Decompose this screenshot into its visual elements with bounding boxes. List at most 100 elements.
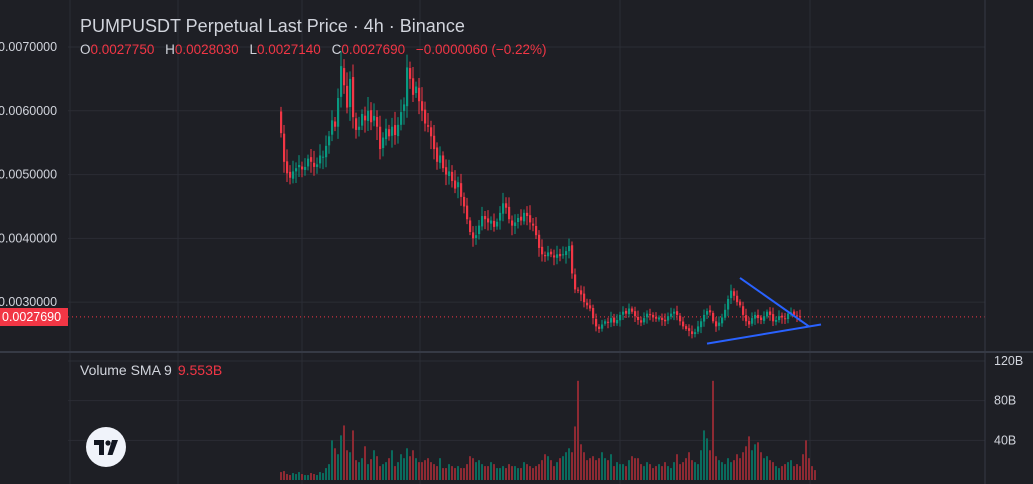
candle-body	[541, 246, 544, 255]
candle-body	[475, 235, 478, 238]
last-price-badge: 0.0027690	[0, 308, 68, 326]
candle-body	[727, 298, 730, 310]
candle-body	[544, 255, 547, 257]
candle-body	[592, 307, 595, 319]
volume-bar	[421, 462, 423, 480]
volume-bar	[613, 466, 615, 480]
volume-bar	[373, 450, 375, 480]
price-axis[interactable]: 0.0070000 0.0060000 0.0050000 0.0040000 0.00…	[0, 40, 57, 309]
candle-body	[775, 320, 778, 322]
volume-bar	[550, 460, 552, 480]
candle-body	[340, 66, 343, 97]
candle-body	[361, 113, 364, 126]
volume-bar	[385, 462, 387, 480]
volume-bar	[478, 460, 480, 480]
volume-bar	[457, 466, 459, 480]
candle-body	[406, 67, 409, 107]
volume-bar	[733, 460, 735, 480]
trendline-lower[interactable]	[706, 323, 822, 345]
triangle-drawing[interactable]	[706, 277, 822, 345]
candle-body	[469, 220, 472, 232]
trendline-upper[interactable]	[739, 277, 810, 328]
volume-bar	[340, 435, 342, 480]
volume-bar	[514, 466, 516, 480]
volume-bar	[367, 464, 369, 480]
candle-body	[682, 321, 685, 327]
volume-bar	[325, 468, 327, 480]
candle-body	[787, 313, 790, 320]
volume-bar	[727, 458, 729, 480]
candle-body	[538, 234, 541, 248]
candle-body	[640, 320, 643, 323]
symbol-title[interactable]: PUMPUSDT Perpetual Last Price · 4h · Bin…	[80, 16, 465, 36]
candle-body	[700, 321, 703, 328]
candle-body	[316, 164, 319, 167]
price-tick-label: 0.0040000	[0, 231, 57, 245]
candle-body	[703, 314, 706, 322]
candle-body	[448, 171, 451, 177]
volume-bar	[535, 466, 537, 480]
volume-bar	[379, 466, 381, 480]
candle-body	[310, 157, 313, 162]
candle-body	[313, 162, 316, 167]
volume-bar	[430, 462, 432, 480]
volume-bar	[742, 452, 744, 480]
volume-bar	[703, 430, 705, 480]
volume-bar	[481, 464, 483, 480]
volume-bar	[637, 458, 639, 480]
volume-bar	[565, 452, 567, 480]
volume-bar	[640, 464, 642, 480]
candle-body	[679, 315, 682, 322]
candle-body	[400, 112, 403, 125]
volume-bar	[541, 460, 543, 480]
volume-bar	[310, 473, 312, 480]
volume-bar	[292, 473, 294, 480]
candle-body	[604, 321, 607, 324]
volume-bar	[301, 474, 303, 480]
volume-bar	[280, 472, 282, 480]
volume-legend[interactable]: Volume SMA 9 9.553B	[80, 362, 222, 378]
volume-bar	[796, 464, 798, 480]
candle-body	[364, 115, 367, 121]
volume-axis[interactable]: 120B 80B 40B	[994, 354, 1023, 447]
candle-body	[337, 98, 340, 127]
candle-body	[325, 145, 328, 158]
candle-body	[433, 135, 436, 150]
volume-bar	[628, 460, 630, 480]
volume-bar	[361, 458, 363, 480]
volume-bar	[748, 436, 750, 480]
candle-body	[445, 167, 448, 175]
candle-body	[781, 315, 784, 318]
volume-bar	[511, 466, 513, 480]
candle-body	[487, 218, 490, 223]
volume-bar	[763, 458, 765, 480]
volume-bar	[715, 456, 717, 480]
volume-bar	[364, 446, 366, 480]
price-tick-label: 0.0030000	[0, 295, 57, 309]
volume-bar	[697, 464, 699, 480]
volume-bar	[358, 462, 360, 480]
candle-body	[796, 315, 799, 317]
candle-body	[355, 118, 358, 130]
candle-body	[619, 314, 622, 321]
close-label: C	[331, 42, 342, 57]
candle-body	[610, 318, 613, 323]
candle-body	[358, 126, 361, 130]
candle-body	[451, 171, 454, 181]
candle-body	[655, 316, 658, 319]
candle-body	[370, 110, 373, 123]
candle-body	[280, 111, 283, 134]
candle-body	[481, 216, 484, 227]
volume-bar	[718, 460, 720, 480]
volume-bar	[538, 464, 540, 480]
volume-bar	[670, 468, 672, 480]
volume-bar	[673, 462, 675, 480]
candle-body	[436, 147, 439, 162]
candle-body	[748, 321, 751, 325]
tradingview-logo-icon[interactable]	[86, 427, 126, 467]
candle-body	[670, 313, 673, 317]
volume-bar	[700, 450, 702, 480]
candle-body	[289, 171, 292, 178]
volume-bar	[484, 466, 486, 480]
